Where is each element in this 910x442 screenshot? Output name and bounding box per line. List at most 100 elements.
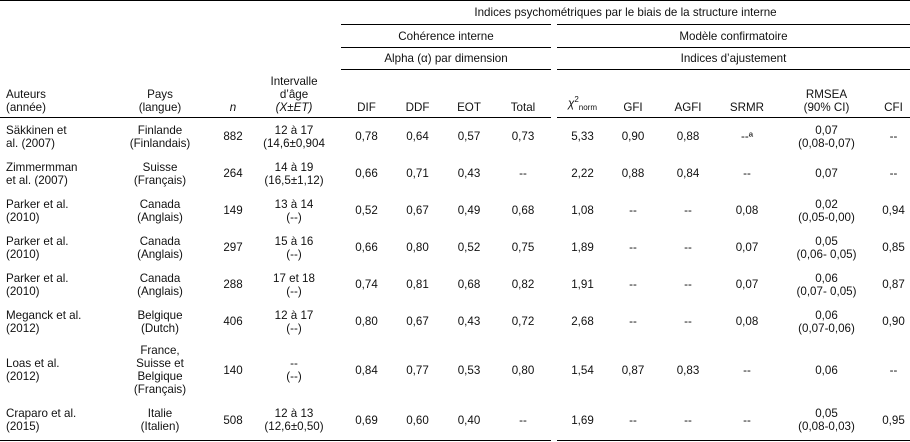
col-header-srmr: SRMR xyxy=(718,69,776,118)
cell-cfi: -- xyxy=(889,130,898,143)
cell-rmsea: 0,07 xyxy=(815,167,838,180)
cell-ddf: 0,67 xyxy=(406,315,429,328)
cell-age: 14 à 19 (16,5±1,12) xyxy=(264,160,324,187)
cell-total: 0,80 xyxy=(511,363,535,377)
cell-n: 508 xyxy=(219,400,247,441)
col-header-cfi: CFI xyxy=(877,69,910,118)
col-header-dif: DIF xyxy=(341,69,392,118)
cell-pays: Italie (Italien) xyxy=(101,400,219,441)
cell-ddf: 0,60 xyxy=(392,400,443,441)
cell-n: 149 xyxy=(223,204,243,217)
cell-auteurs: Craparo et al. (2015) xyxy=(0,400,101,441)
table-row: Craparo et al. (2015) Italie (Italien) 508 12… xyxy=(0,400,910,441)
header-modele: Modèle confirmatoire xyxy=(551,24,910,48)
cell-age: 12 à 17 (14,6±0,904 xyxy=(263,123,325,150)
cell-gfi: -- xyxy=(629,241,637,254)
col-header-pays: Pays (langue) xyxy=(101,69,219,118)
cell-age: 17 et 18 (--) xyxy=(273,271,315,298)
header-main-title: Indices psychométriques par le biais de … xyxy=(341,0,910,25)
cell-cfi: 0,94 xyxy=(882,204,905,217)
cell-n: 288 xyxy=(223,278,243,291)
table-row: Meganck et al. (2012) Belgique (Dutch) 406 12… xyxy=(0,303,910,340)
cell-total: -- xyxy=(519,167,527,180)
cell-chi: 5,33 xyxy=(551,117,608,155)
cell-n: 264 xyxy=(223,167,243,180)
table-row: Zimmermman et al. (2007) Suisse (Français) 2… xyxy=(0,155,910,192)
cell-dif: 0,52 xyxy=(355,204,378,217)
header-coherence: Cohérence interne xyxy=(341,24,554,48)
cell-eot: 0,43 xyxy=(457,167,481,180)
cell-agfi: -- xyxy=(684,241,692,254)
cell-chi: 1,91 xyxy=(551,266,608,303)
cell-gfi: 0,88 xyxy=(621,167,645,180)
cell-agfi: -- xyxy=(684,315,692,328)
cell-eot: 0,68 xyxy=(457,278,481,291)
cell-cfi: 0,87 xyxy=(882,278,905,291)
cell-pays: Finlande (Finlandais) xyxy=(129,123,191,150)
cell-pays: Belgique (Dutch) xyxy=(137,308,183,335)
cell-srmr: -- xyxy=(743,363,751,377)
col-header-ddf: DDF xyxy=(392,69,443,118)
cell-age: 13 à 14 (--) xyxy=(274,197,314,224)
cell-eot: 0,57 xyxy=(457,130,481,143)
header-indices: Indices d’ajustement xyxy=(551,47,910,70)
cell-total: 0,82 xyxy=(511,278,535,291)
cell-dif: 0,74 xyxy=(355,278,378,291)
cell-srmr: 0,07 xyxy=(735,241,759,254)
cell-eot: 0,40 xyxy=(443,400,495,441)
cell-cfi: -- xyxy=(889,363,898,377)
cell-srmr: -- xyxy=(718,400,776,441)
cell-auteurs: Meganck et al. (2012) xyxy=(6,308,82,335)
cell-srmr: --ª xyxy=(740,130,753,143)
cell-chi: 1,89 xyxy=(551,229,608,266)
cell-eot: 0,49 xyxy=(457,204,481,217)
col-header-chi: χ2norm xyxy=(551,69,608,118)
cell-total: 0,73 xyxy=(511,130,535,143)
cell-rmsea: 0,06 xyxy=(815,363,838,377)
cell-rmsea: 0,02 (0,05-0,00) xyxy=(798,197,855,224)
cell-cfi: 0,90 xyxy=(882,315,905,328)
cell-age: 12 à 13 (12,6±0,50) xyxy=(247,400,341,441)
cell-chi: 2,68 xyxy=(551,303,608,340)
col-header-agfi: AGFI xyxy=(658,69,718,118)
cell-cfi: -- xyxy=(889,167,898,180)
cell-gfi: -- xyxy=(608,400,658,441)
cell-eot: 0,52 xyxy=(457,241,481,254)
cell-dif: 0,84 xyxy=(355,363,378,377)
cell-chi: 1,54 xyxy=(551,340,608,400)
table-row: Parker et al. (2010) Canada (Anglais) 288 17 … xyxy=(0,266,910,303)
cell-rmsea: 0,06 (0,07-0,06) xyxy=(798,308,855,335)
cell-dif: 0,69 xyxy=(341,400,392,441)
cell-auteurs: Loas et al. (2012) xyxy=(6,357,60,383)
cell-n: 140 xyxy=(223,363,243,377)
cell-total: 0,68 xyxy=(511,204,535,217)
cell-ddf: 0,80 xyxy=(406,241,429,254)
table-header: Indices psychométriques par le biais de … xyxy=(0,0,910,118)
cell-pays: Canada (Anglais) xyxy=(137,197,183,224)
cell-gfi: 0,87 xyxy=(621,363,645,377)
cell-ddf: 0,71 xyxy=(406,167,429,180)
cell-srmr: 0,07 xyxy=(735,278,759,291)
cell-chi: 1,08 xyxy=(551,192,608,229)
cell-agfi: -- xyxy=(658,400,718,441)
cell-age: 15 à 16 (--) xyxy=(274,234,314,261)
cell-dif: 0,78 xyxy=(355,130,378,143)
cell-age: 12 à 17 (--) xyxy=(274,308,314,335)
cell-rmsea: 0,07 (0,08-0,07) xyxy=(798,123,855,150)
cell-auteurs: Parker et al. (2010) xyxy=(6,234,69,261)
cell-agfi: 0,84 xyxy=(676,167,700,180)
col-header-age: Intervalle d’âge (X±ET) xyxy=(247,69,341,118)
cell-total: 0,72 xyxy=(511,315,535,328)
cell-pays: Canada (Anglais) xyxy=(137,234,183,261)
cell-auteurs: Säkkinen et al. (2007) xyxy=(6,123,67,150)
cell-n: 406 xyxy=(223,315,243,328)
cell-total: -- xyxy=(495,400,554,441)
cell-auteurs: Parker et al. (2010) xyxy=(6,271,69,298)
cell-rmsea: 0,06 (0,07- 0,05) xyxy=(796,271,857,298)
header-alpha: Alpha (α) par dimension xyxy=(341,47,554,70)
cell-srmr: 0,08 xyxy=(735,315,759,328)
table-row: Säkkinen et al. (2007) Finlande (Finlandais… xyxy=(0,117,910,155)
cell-n: 297 xyxy=(223,241,243,254)
cell-ddf: 0,77 xyxy=(406,363,429,377)
cell-ddf: 0,81 xyxy=(406,278,429,291)
